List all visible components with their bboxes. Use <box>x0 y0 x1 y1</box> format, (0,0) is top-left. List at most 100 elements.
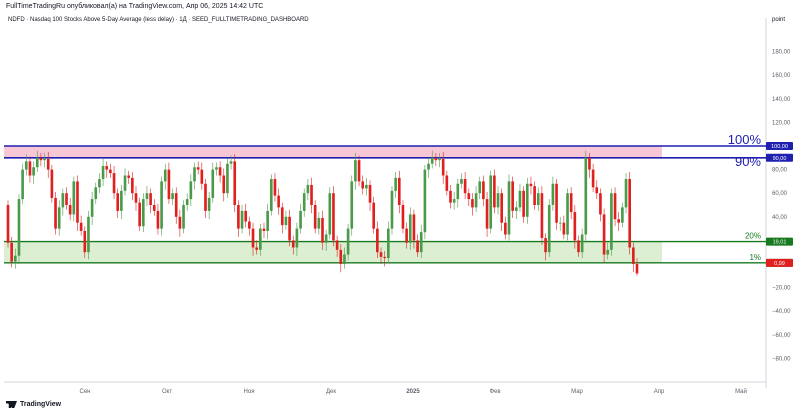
candle-body <box>573 212 577 241</box>
candle-body <box>72 181 76 215</box>
candle-body <box>105 166 109 170</box>
candle-body <box>313 205 317 229</box>
candle-body <box>200 169 204 184</box>
candle-body <box>390 190 394 229</box>
candle-body <box>156 210 160 229</box>
candle-body <box>467 193 471 200</box>
candle-body <box>416 240 419 253</box>
candle-body <box>189 181 193 200</box>
series-legend[interactable]: NDFD · Nasdaq 100 Stocks Above 5-Day Ave… <box>8 17 309 23</box>
level-zone <box>4 241 662 263</box>
publisher-line: FullTimeTradingRu опубликовал(а) на Trad… <box>6 3 264 10</box>
candle-body <box>471 199 474 208</box>
candle-body <box>149 193 152 205</box>
candle-body <box>394 177 397 191</box>
candle-body <box>511 181 514 211</box>
candle-body <box>167 169 171 200</box>
x-tick-label: Мар <box>571 389 583 395</box>
candle-body <box>460 179 463 184</box>
candle-body <box>434 157 438 161</box>
candle-body <box>361 181 365 189</box>
candle-body <box>588 157 591 170</box>
y-tick-label: −60,00 <box>772 333 791 339</box>
candle-body <box>123 175 127 191</box>
y-tick-label: 160,00 <box>772 73 791 79</box>
candle-body <box>529 183 533 187</box>
candle-body <box>621 207 624 223</box>
candle-body <box>90 199 94 217</box>
candle-body <box>302 193 306 211</box>
x-tick-label: Май <box>735 388 747 395</box>
candle-body <box>328 193 332 235</box>
candle-body <box>599 193 602 215</box>
candle-body <box>540 193 544 239</box>
candle-body <box>496 193 500 208</box>
candle-body <box>295 228 299 248</box>
level-badge-value: 19,01 <box>773 240 787 246</box>
candle-body <box>10 242 13 262</box>
candle-body <box>493 175 496 208</box>
candle-body <box>248 221 251 229</box>
level-label: 20% <box>745 232 761 241</box>
candle-body <box>558 222 562 224</box>
candle-body <box>335 240 339 250</box>
level-label: 100% <box>728 132 762 147</box>
y-tick-label: −80,00 <box>772 356 791 362</box>
y-tick-label: 140,00 <box>772 97 791 103</box>
candle-body <box>584 157 588 235</box>
candle-body <box>259 228 262 250</box>
candle-body <box>21 169 24 200</box>
candle-body <box>522 190 525 217</box>
x-tick-label: Сен <box>80 389 91 395</box>
candle-body <box>87 216 90 253</box>
candle-body <box>109 169 112 174</box>
candle-body <box>449 190 452 203</box>
candle-body <box>229 161 233 164</box>
candle-body <box>273 179 277 196</box>
candle-body <box>299 210 302 229</box>
candle-body <box>419 232 423 253</box>
candle-body <box>204 183 207 211</box>
candle-body <box>61 193 65 208</box>
candle-body <box>489 175 493 229</box>
candle-body <box>163 169 167 182</box>
candle-body <box>138 202 141 227</box>
candle-body <box>397 177 401 205</box>
candle-body <box>518 190 522 208</box>
level-label: 90% <box>735 154 761 169</box>
candle-body <box>533 186 536 205</box>
candle-body <box>306 184 310 194</box>
tradingview-brand[interactable]: TradingView <box>6 401 61 408</box>
candle-body <box>610 193 613 250</box>
price-scale-title: point <box>772 17 786 23</box>
candle-body <box>57 207 61 229</box>
candle-body <box>507 181 511 235</box>
level-badge <box>766 142 793 150</box>
candle-body <box>441 158 445 176</box>
candle-body <box>251 228 255 248</box>
candle-body <box>280 207 284 226</box>
candle-body <box>160 181 163 229</box>
candle-body <box>244 210 248 222</box>
candle-body <box>401 205 405 229</box>
candle-body <box>423 169 427 233</box>
candle-body <box>463 179 467 194</box>
candle-body <box>317 217 321 229</box>
candle-body <box>171 193 174 200</box>
candle-body <box>127 175 130 178</box>
level-zone <box>4 146 662 158</box>
candle-body <box>365 184 368 189</box>
candle-body <box>207 197 211 211</box>
candle-body <box>412 214 416 241</box>
x-tick-label: Окт <box>162 389 172 395</box>
candle-body <box>269 179 273 211</box>
candle-body <box>544 238 547 253</box>
candle-body <box>368 184 372 203</box>
candle-body <box>94 187 98 200</box>
candle-body <box>101 166 105 180</box>
candle-body <box>357 160 361 182</box>
candle-body <box>632 247 635 264</box>
y-tick-label: −20,00 <box>772 286 791 292</box>
candle-body <box>218 167 222 176</box>
